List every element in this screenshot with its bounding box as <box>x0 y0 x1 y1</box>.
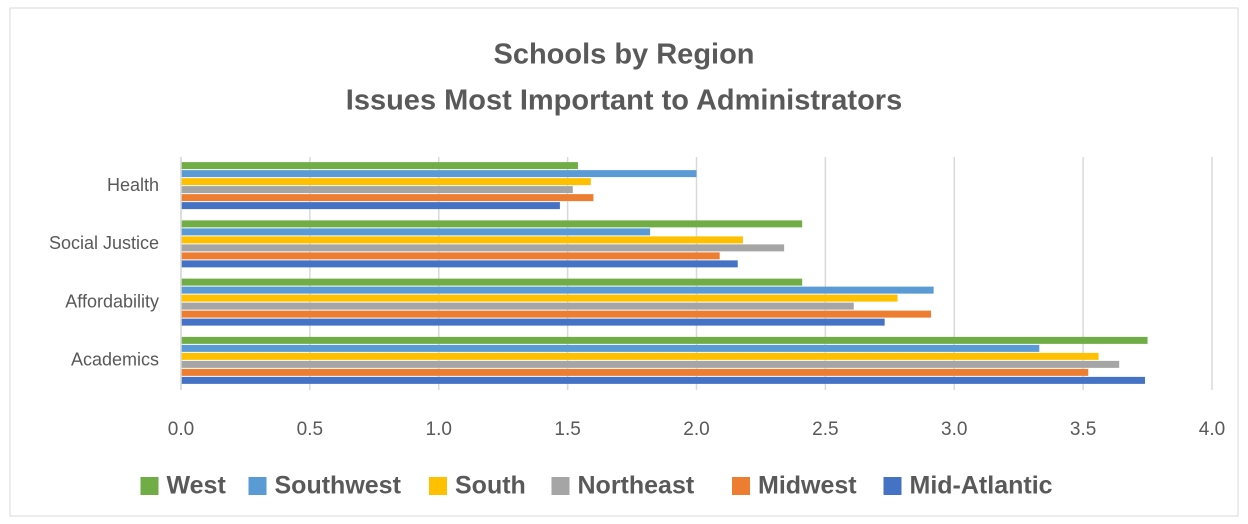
legend-label: West <box>167 472 227 500</box>
legend-label: South <box>455 472 526 500</box>
legend-swatch <box>732 477 750 495</box>
bar <box>181 244 785 252</box>
bar <box>181 318 885 326</box>
x-tick-label: 3.5 <box>1070 419 1096 440</box>
bar <box>181 252 720 260</box>
bar <box>181 352 1099 360</box>
y-tick-label: Affordability <box>65 291 159 311</box>
x-tick-label: 2.5 <box>812 419 838 440</box>
bar <box>181 344 1040 352</box>
bar <box>181 302 854 310</box>
bar <box>181 236 743 244</box>
bar <box>181 178 591 186</box>
x-tick-label: 1.5 <box>554 419 580 440</box>
y-tick-label: Academics <box>71 350 159 370</box>
legend-swatch <box>429 477 447 495</box>
bar <box>181 286 934 294</box>
legend-label: Southwest <box>275 472 402 500</box>
bar <box>181 162 578 170</box>
bar <box>181 228 651 236</box>
legend-swatch <box>248 477 267 495</box>
bar <box>181 186 573 194</box>
legend-label: Northeast <box>578 472 695 500</box>
x-tick-label: 0.5 <box>297 419 323 440</box>
chart-title: Issues Most Important to Administrators <box>346 85 902 117</box>
bar <box>181 368 1089 376</box>
bar <box>181 360 1120 368</box>
bar <box>181 170 697 178</box>
legend-swatch <box>551 477 570 495</box>
legend-swatch <box>140 477 159 495</box>
bar <box>181 336 1148 344</box>
x-tick-label: 2.0 <box>683 419 709 440</box>
chart-title: Schools by Region <box>493 39 754 71</box>
bar <box>181 202 560 210</box>
y-tick-label: Health <box>107 175 159 195</box>
bar <box>181 260 738 268</box>
x-tick-label: 3.0 <box>941 419 967 440</box>
legend-label: Midwest <box>758 472 857 500</box>
x-tick-label: 4.0 <box>1199 419 1225 440</box>
legend-swatch <box>883 477 902 495</box>
bar <box>181 278 803 286</box>
bar <box>181 194 594 202</box>
bar <box>181 376 1145 384</box>
x-tick-label: 0.0 <box>168 419 194 440</box>
bar <box>181 220 803 228</box>
bar <box>181 310 932 318</box>
legend-label: Mid-Atlantic <box>910 472 1053 500</box>
bar <box>181 294 898 302</box>
y-tick-label: Social Justice <box>49 233 159 253</box>
x-tick-label: 1.0 <box>426 419 452 440</box>
